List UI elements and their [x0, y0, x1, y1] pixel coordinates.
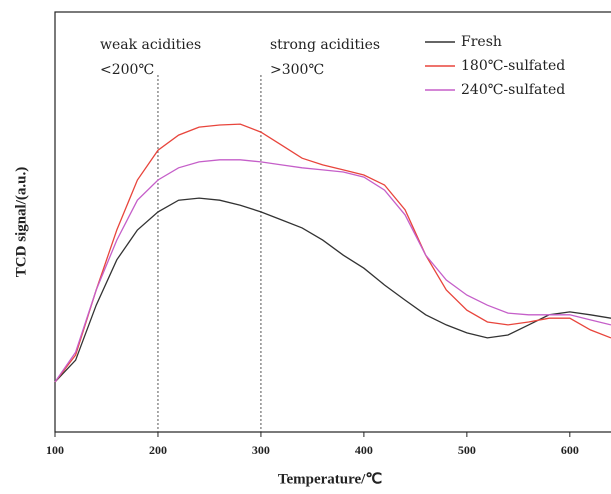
- annotation: <200℃: [100, 62, 154, 78]
- x-tick-label: 200: [149, 443, 167, 457]
- plot-frame: [54, 11, 611, 433]
- x-axis-label: Temperature/℃: [278, 471, 382, 487]
- data-line: [54, 197, 611, 383]
- annotation: weak acidities: [100, 37, 201, 53]
- legend-label: Fresh: [461, 34, 502, 50]
- x-tick-label: 500: [458, 443, 476, 457]
- data-line: [54, 123, 611, 383]
- x-tick-label: 100: [46, 443, 64, 457]
- y-axis-label: TCD signal/(a.u.): [13, 167, 29, 277]
- x-tick-label: 600: [561, 443, 579, 457]
- x-tick-label: 400: [355, 443, 373, 457]
- legend-label: 180℃-sulfated: [461, 58, 565, 74]
- x-tick-label: 300: [252, 443, 270, 457]
- annotation: >300℃: [270, 62, 324, 78]
- annotation: strong acidities: [270, 37, 380, 53]
- data-line: [54, 159, 611, 383]
- legend-label: 240℃-sulfated: [461, 82, 565, 98]
